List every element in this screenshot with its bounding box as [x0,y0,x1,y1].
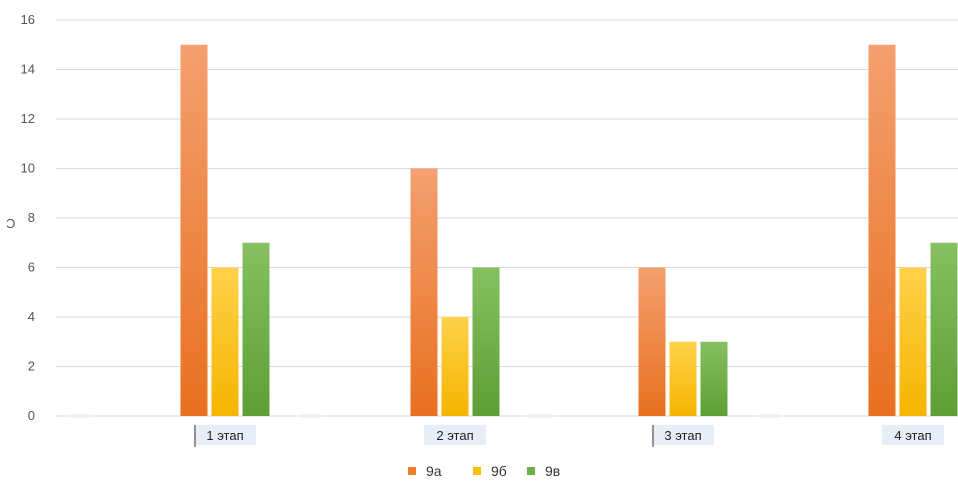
y-axis: 0 2 4 6 8 10 12 14 16 [21,12,35,423]
category-label: 2 этап [436,428,473,443]
bar-3-3 [700,341,728,416]
category-label-bg [194,425,256,445]
x-axis: 1 этап 2 этап 3 этап 4 этап [194,425,944,447]
bar-2-2 [441,317,469,416]
bar-3-2 [472,267,500,416]
bar-3-1 [242,242,270,416]
bar-1-4 [868,44,896,416]
baseline-mark [756,414,784,418]
legend: 9а 9б 9в [408,463,560,479]
y-tick-label: 0 [28,408,35,423]
category-label: 4 этап [894,428,931,443]
bar-2-4 [899,267,927,416]
legend-label: 9б [491,463,507,479]
y-tick-label: 16 [21,12,35,27]
bar-2-1 [211,267,239,416]
y-tick-label: 8 [28,210,35,225]
baseline-mark [296,414,324,418]
bar-2-3 [669,341,697,416]
baseline-mark [66,414,94,418]
bar-3-4 [930,242,958,416]
category-label-bg [882,425,944,445]
category-label: 1 этап [206,428,243,443]
bar-1-2 [410,168,438,416]
y-tick-label: 2 [28,359,35,374]
y-tick-label: 6 [28,260,35,275]
edge-mark: Ɔ [6,216,15,231]
y-tick-label: 4 [28,309,35,324]
legend-swatch [473,467,481,475]
category-label-bg [424,425,486,445]
category-label-bg [652,425,714,445]
legend-label: 9а [426,463,442,479]
y-tick-label: 14 [21,62,35,77]
category-label: 3 этап [664,428,701,443]
legend-swatch [408,467,416,475]
legend-swatch [527,467,535,475]
bar-1-3 [638,267,666,416]
y-tick-label: 12 [21,111,35,126]
legend-label: 9в [545,463,560,479]
baseline-mark [526,414,554,418]
bar-1-1 [180,44,208,416]
bars [180,44,958,416]
y-tick-label: 10 [21,161,35,176]
